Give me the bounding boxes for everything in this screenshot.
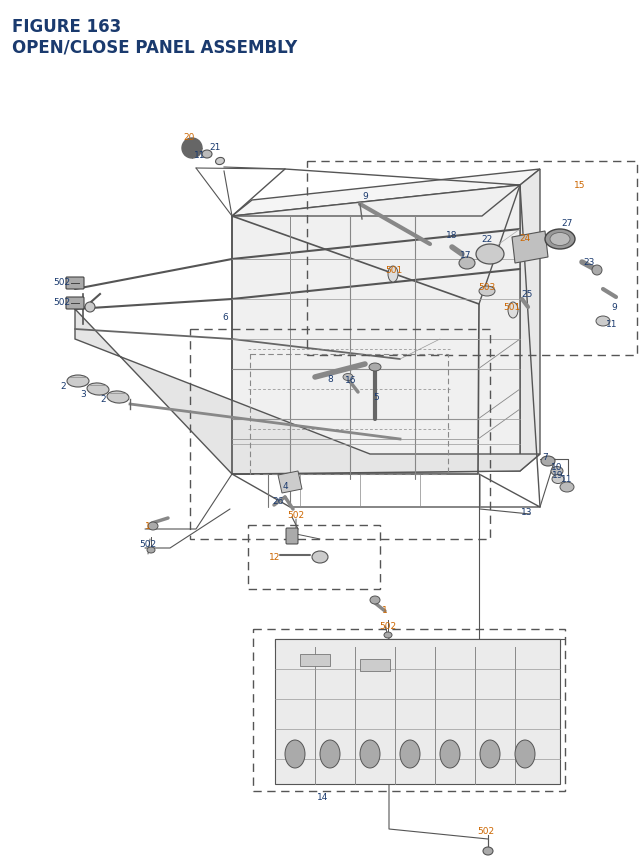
Text: 1: 1 (145, 522, 151, 531)
Ellipse shape (476, 245, 504, 264)
Polygon shape (520, 170, 540, 472)
Bar (360, 660, 390, 672)
Text: 22: 22 (481, 235, 493, 245)
Polygon shape (512, 232, 548, 263)
Text: 7: 7 (542, 453, 548, 462)
Text: 14: 14 (317, 793, 329, 802)
Text: 17: 17 (460, 251, 472, 260)
Text: 16: 16 (345, 376, 356, 385)
Text: 25: 25 (522, 290, 532, 299)
Ellipse shape (67, 375, 89, 387)
Ellipse shape (312, 551, 328, 563)
Polygon shape (232, 170, 540, 217)
Ellipse shape (400, 740, 420, 768)
Ellipse shape (360, 740, 380, 768)
Text: 18: 18 (446, 232, 458, 240)
Text: 12: 12 (269, 553, 281, 562)
Ellipse shape (479, 287, 495, 297)
Ellipse shape (508, 303, 518, 319)
Ellipse shape (550, 233, 570, 246)
Text: 11: 11 (606, 320, 618, 329)
Text: 3: 3 (80, 390, 86, 399)
Ellipse shape (551, 467, 563, 476)
Text: 24: 24 (520, 234, 531, 243)
Ellipse shape (596, 317, 610, 326)
Text: 19: 19 (552, 471, 564, 480)
Ellipse shape (202, 151, 212, 158)
Ellipse shape (320, 740, 340, 768)
Ellipse shape (440, 740, 460, 768)
Text: 6: 6 (222, 313, 228, 322)
Text: 13: 13 (521, 508, 532, 517)
Polygon shape (275, 639, 560, 647)
FancyBboxPatch shape (66, 278, 84, 289)
Polygon shape (275, 639, 560, 784)
Ellipse shape (388, 267, 398, 282)
Text: 26: 26 (272, 497, 284, 506)
Ellipse shape (370, 597, 380, 604)
Ellipse shape (552, 475, 564, 484)
Text: 4: 4 (282, 482, 288, 491)
Ellipse shape (480, 740, 500, 768)
Text: 15: 15 (574, 182, 586, 190)
Polygon shape (75, 310, 540, 474)
Text: 27: 27 (561, 220, 573, 228)
Text: 23: 23 (583, 258, 595, 267)
Text: 503: 503 (478, 283, 495, 292)
Text: 501: 501 (504, 303, 520, 313)
Text: 8: 8 (327, 375, 333, 384)
Text: 21: 21 (209, 143, 221, 152)
Bar (250, 355, 448, 474)
Ellipse shape (343, 374, 353, 381)
Ellipse shape (148, 523, 158, 530)
Circle shape (85, 303, 95, 313)
Circle shape (592, 266, 602, 276)
Polygon shape (278, 472, 302, 493)
Ellipse shape (483, 847, 493, 855)
Text: FIGURE 163: FIGURE 163 (12, 18, 121, 36)
Text: 20: 20 (183, 133, 195, 141)
Text: 11: 11 (561, 475, 573, 484)
Text: 502: 502 (53, 278, 70, 288)
Text: 2: 2 (60, 382, 66, 391)
Ellipse shape (459, 257, 475, 269)
Bar (190, 330, 490, 539)
Ellipse shape (560, 482, 574, 492)
Bar (253, 629, 565, 791)
Text: 10: 10 (551, 463, 563, 472)
Text: 1: 1 (382, 606, 388, 615)
Text: 11: 11 (195, 151, 205, 159)
Text: 2: 2 (100, 395, 106, 404)
Text: 5: 5 (373, 393, 379, 402)
Text: OPEN/CLOSE PANEL ASSEMBLY: OPEN/CLOSE PANEL ASSEMBLY (12, 38, 297, 56)
Bar (248, 525, 380, 589)
Text: 502: 502 (287, 511, 305, 520)
Text: 502: 502 (477, 827, 495, 835)
FancyBboxPatch shape (66, 298, 84, 310)
Ellipse shape (285, 740, 305, 768)
Ellipse shape (147, 548, 155, 554)
Ellipse shape (384, 632, 392, 638)
Circle shape (182, 139, 202, 158)
Ellipse shape (216, 158, 225, 165)
Ellipse shape (541, 456, 555, 467)
Bar (307, 162, 637, 356)
Text: 9: 9 (611, 303, 617, 313)
Text: 9: 9 (362, 192, 368, 201)
Text: 502: 502 (53, 298, 70, 307)
Ellipse shape (107, 392, 129, 404)
Text: 502: 502 (140, 540, 157, 548)
Polygon shape (232, 186, 520, 474)
Ellipse shape (87, 383, 109, 395)
Bar (300, 654, 330, 666)
Ellipse shape (515, 740, 535, 768)
FancyBboxPatch shape (286, 529, 298, 544)
Ellipse shape (545, 230, 575, 250)
Text: 502: 502 (380, 622, 397, 631)
Text: 501: 501 (385, 266, 403, 276)
Ellipse shape (369, 363, 381, 372)
